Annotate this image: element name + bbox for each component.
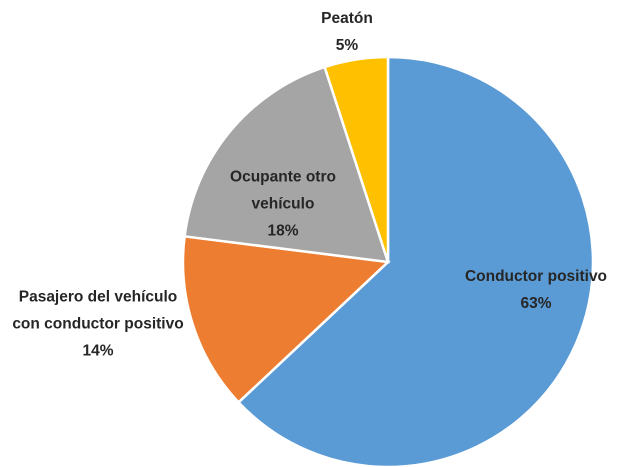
category-label: Peatón: [321, 10, 373, 27]
pie-slice: [181, 234, 391, 405]
slice-label: Conductor positivo 63%: [431, 263, 633, 317]
pie-slice: [323, 55, 390, 263]
value-label: 63%: [520, 295, 552, 312]
value-label: 18%: [267, 222, 299, 240]
value-label: 5%: [335, 37, 359, 54]
slice-label: Ocupante otro vehículo 18%: [208, 164, 358, 245]
category-label: Ocupante otro vehículo: [230, 168, 336, 213]
pie-slice: [236, 55, 595, 467]
slice-label: Pasajero del vehículo con conductor posi…: [6, 284, 191, 365]
category-label: Conductor positivo: [464, 268, 608, 285]
value-label: 14%: [82, 342, 114, 360]
slice-label: Peatón 5%: [307, 5, 387, 59]
pie-slice: [183, 65, 390, 264]
category-label: Pasajero del vehículo con conductor posi…: [12, 288, 184, 333]
